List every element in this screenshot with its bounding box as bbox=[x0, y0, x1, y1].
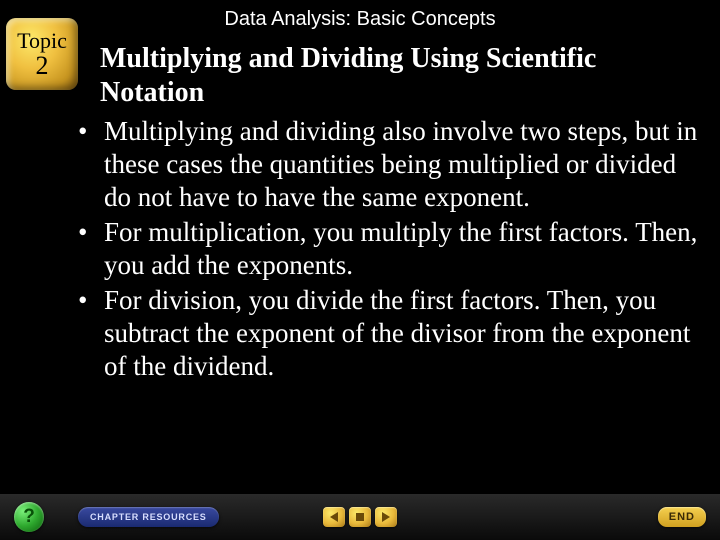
prev-button[interactable] bbox=[323, 507, 345, 527]
slide-content: Multiplying and Dividing Using Scientifi… bbox=[100, 42, 698, 385]
list-item: For multiplication, you multiply the fir… bbox=[78, 216, 698, 282]
end-button[interactable]: END bbox=[658, 507, 706, 527]
topic-badge: Topic 2 bbox=[6, 18, 78, 90]
help-button[interactable]: ? bbox=[14, 502, 44, 532]
chapter-resources-button[interactable]: CHAPTER RESOURCES bbox=[78, 507, 219, 527]
topic-label: Topic bbox=[17, 29, 67, 53]
topic-number: 2 bbox=[36, 53, 49, 79]
list-item: For division, you divide the first facto… bbox=[78, 284, 698, 383]
nav-controls bbox=[323, 507, 397, 527]
content-heading: Multiplying and Dividing Using Scientifi… bbox=[100, 42, 698, 109]
help-icon: ? bbox=[23, 506, 35, 528]
footer-bar: ? CHAPTER RESOURCES END bbox=[0, 494, 720, 540]
square-icon bbox=[355, 512, 365, 522]
slide-header: Data Analysis: Basic Concepts bbox=[0, 0, 720, 35]
list-item: Multiplying and dividing also involve tw… bbox=[78, 115, 698, 214]
chapter-resources-label: CHAPTER RESOURCES bbox=[90, 512, 207, 522]
triangle-right-icon bbox=[381, 511, 391, 523]
end-label: END bbox=[669, 511, 695, 523]
stop-button[interactable] bbox=[349, 507, 371, 527]
triangle-left-icon bbox=[329, 511, 339, 523]
header-title: Data Analysis: Basic Concepts bbox=[224, 8, 495, 30]
bullet-list: Multiplying and dividing also involve tw… bbox=[78, 115, 698, 383]
next-button[interactable] bbox=[375, 507, 397, 527]
